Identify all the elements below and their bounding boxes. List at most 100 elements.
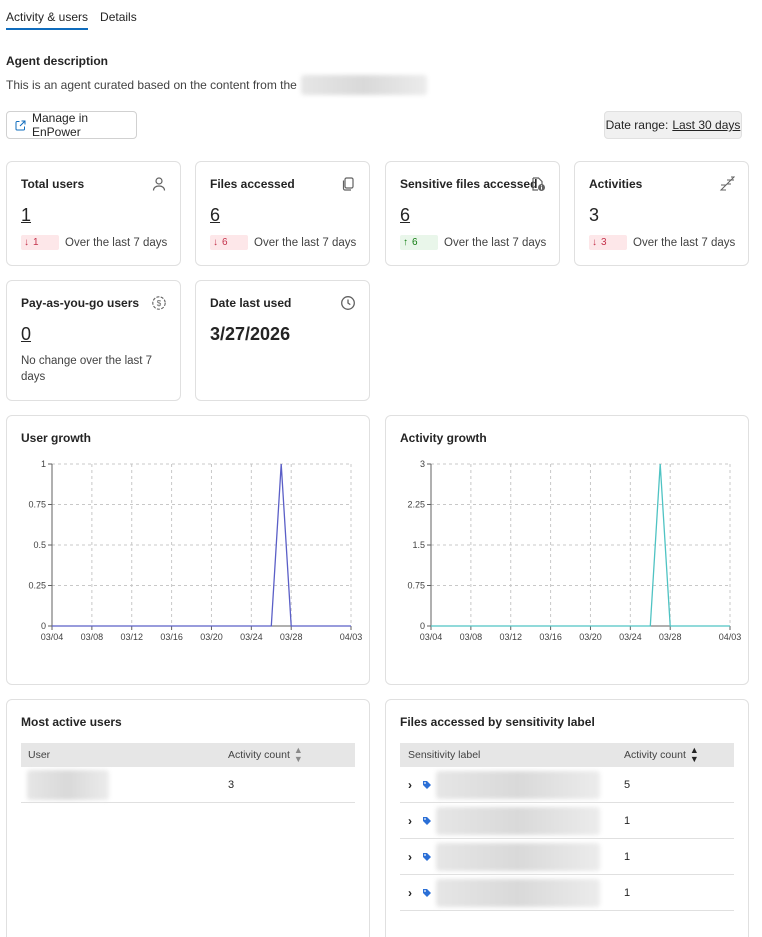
total-users-value[interactable]: 1: [21, 205, 32, 225]
y-tick-label: 2.25: [407, 500, 425, 510]
x-tick-label: 03/12: [120, 632, 143, 642]
card-title: Total users: [21, 177, 85, 191]
date-range-button[interactable]: Date range: Last 30 days: [604, 111, 742, 139]
open-external-icon: [15, 120, 26, 131]
arrow-down-icon: ↓: [592, 237, 597, 248]
card-files-accessed: Files accessed 6 ↓ 6 Over the last 7 days: [195, 161, 370, 266]
activity-count-cell: 3: [228, 778, 235, 791]
x-tick-label: 03/20: [579, 632, 602, 642]
sort-icon[interactable]: ▲ ▼: [293, 745, 303, 764]
y-tick-label: 0.25: [28, 581, 46, 591]
activities-value: 3: [589, 205, 600, 225]
sensitivity-label-table: Sensitivity label Activity count ▲ ▼ › 5 › 1…: [400, 743, 734, 911]
card-sensitive-files: Sensitive files accessed 6 ↑ 6 Over the l…: [385, 161, 560, 266]
column-activity-count[interactable]: Activity count ▲ ▼: [228, 745, 303, 764]
agent-description-text: This is an agent curated based on the co…: [6, 75, 427, 95]
chevron-right-icon[interactable]: ›: [408, 885, 412, 900]
column-activity-count[interactable]: Activity count ▲ ▼: [624, 745, 699, 764]
chevron-right-icon[interactable]: ›: [408, 849, 412, 864]
sort-descending-icon[interactable]: ▲ ▼: [689, 745, 699, 764]
card-total-users: Total users 1 ↓ 1 Over the last 7 days: [6, 161, 181, 266]
y-tick-label: 0.5: [33, 540, 46, 550]
y-tick-label: 0.75: [407, 581, 425, 591]
user-growth-panel: User growth 0 0.25 0.5 0.75 1 03/04 03/08 03/12…: [6, 415, 370, 685]
activity-count-cell: 1: [624, 850, 631, 863]
label-cell: ›: [400, 842, 624, 871]
card-date-last-used: Date last used 3/27/2026: [195, 280, 370, 401]
manage-in-enpower-button[interactable]: Manage in EnPower: [6, 111, 137, 139]
payg-users-value[interactable]: 0: [21, 324, 32, 344]
x-tick-label: 03/12: [499, 632, 522, 642]
sensitivity-label-title: Files accessed by sensitivity label: [400, 715, 595, 729]
label-cell: ›: [400, 770, 624, 799]
x-tick-label: 03/28: [280, 632, 303, 642]
x-tick-label: 03/20: [200, 632, 223, 642]
table-header: User Activity count ▲ ▼: [21, 743, 355, 767]
x-tick-label: 03/08: [460, 632, 483, 642]
table-header: Sensitivity label Activity count ▲ ▼: [400, 743, 734, 767]
person-icon: [151, 176, 167, 192]
trend: ↓ 6 Over the last 7 days: [210, 235, 356, 250]
trend-down-badge: ↓ 6: [210, 235, 248, 250]
user-growth-chart: 0 0.25 0.5 0.75 1 03/04 03/08 03/12 03/16 03/20 03…: [28, 459, 363, 642]
most-active-users-table: User Activity count ▲ ▼ 3: [21, 743, 355, 803]
trend-text: Over the last 7 days: [444, 236, 547, 249]
document-info-icon: [530, 176, 546, 192]
activity-growth-chart: 0 0.75 1.5 2.25 3 03/04 03/08 03/12 03/16 03/20 03…: [407, 459, 742, 642]
trend-text: Over the last 7 days: [65, 236, 168, 249]
trend-down-badge: ↓ 3: [589, 235, 627, 250]
x-tick-label: 03/24: [240, 632, 263, 642]
trend: ↓ 3 Over the last 7 days: [589, 235, 735, 250]
card-title: Files accessed: [210, 177, 295, 191]
y-tick-label: 0: [420, 621, 425, 631]
y-tick-label: 1: [41, 459, 46, 469]
label-cell: ›: [400, 878, 624, 907]
files-accessed-value[interactable]: 6: [210, 205, 221, 225]
chevron-right-icon[interactable]: ›: [408, 777, 412, 792]
date-range-prefix: Date range:: [605, 118, 669, 132]
column-sensitivity-label: Sensitivity label: [408, 749, 481, 761]
sensitivity-label-panel: Files accessed by sensitivity label Sens…: [385, 699, 749, 937]
trend-text: No change over the last 7 days: [21, 355, 153, 383]
date-range-value[interactable]: Last 30 days: [672, 118, 741, 132]
activity-count-cell: 1: [624, 886, 631, 899]
x-tick-label: 04/03: [340, 632, 363, 642]
sleep-icon: [719, 176, 736, 192]
card-title: Date last used: [210, 296, 292, 310]
x-tick-label: 03/04: [420, 632, 443, 642]
activity-growth-title: Activity growth: [400, 431, 487, 445]
tab-details[interactable]: Details: [100, 10, 137, 24]
redacted-label: [436, 878, 600, 907]
redacted-label: [436, 770, 600, 799]
redacted-label: [436, 842, 600, 871]
redacted-source: [300, 75, 427, 95]
trend-text: Over the last 7 days: [633, 236, 736, 249]
svg-text:$: $: [157, 299, 162, 308]
table-row[interactable]: › 5: [400, 767, 734, 803]
table-row[interactable]: › 1: [400, 803, 734, 839]
agent-description-body: This is an agent curated based on the co…: [6, 78, 297, 92]
x-tick-label: 03/16: [539, 632, 562, 642]
chevron-right-icon[interactable]: ›: [408, 813, 412, 828]
arrow-down-icon: ↓: [24, 237, 29, 248]
table-row[interactable]: › 1: [400, 875, 734, 911]
y-tick-label: 0.75: [28, 500, 46, 510]
series-line: [52, 463, 351, 627]
x-tick-label: 03/08: [81, 632, 104, 642]
arrow-up-icon: ↑: [403, 237, 408, 248]
series-line: [431, 463, 730, 627]
sensitive-files-value[interactable]: 6: [400, 205, 411, 225]
redacted-user: [27, 769, 109, 800]
card-title: Sensitive files accessed: [400, 177, 538, 191]
x-tick-label: 04/03: [719, 632, 742, 642]
x-tick-label: 03/04: [41, 632, 64, 642]
redacted-label: [436, 806, 600, 835]
trend: ↓ 1 Over the last 7 days: [21, 235, 167, 250]
card-title: Activities: [589, 177, 643, 191]
tab-activity-users[interactable]: Activity & users: [6, 0, 89, 30]
money-icon: $: [151, 295, 167, 311]
user-cell: [21, 769, 228, 800]
table-row[interactable]: 3: [21, 767, 355, 803]
most-active-users-panel: Most active users User Activity count ▲ ▼…: [6, 699, 370, 937]
table-row[interactable]: › 1: [400, 839, 734, 875]
